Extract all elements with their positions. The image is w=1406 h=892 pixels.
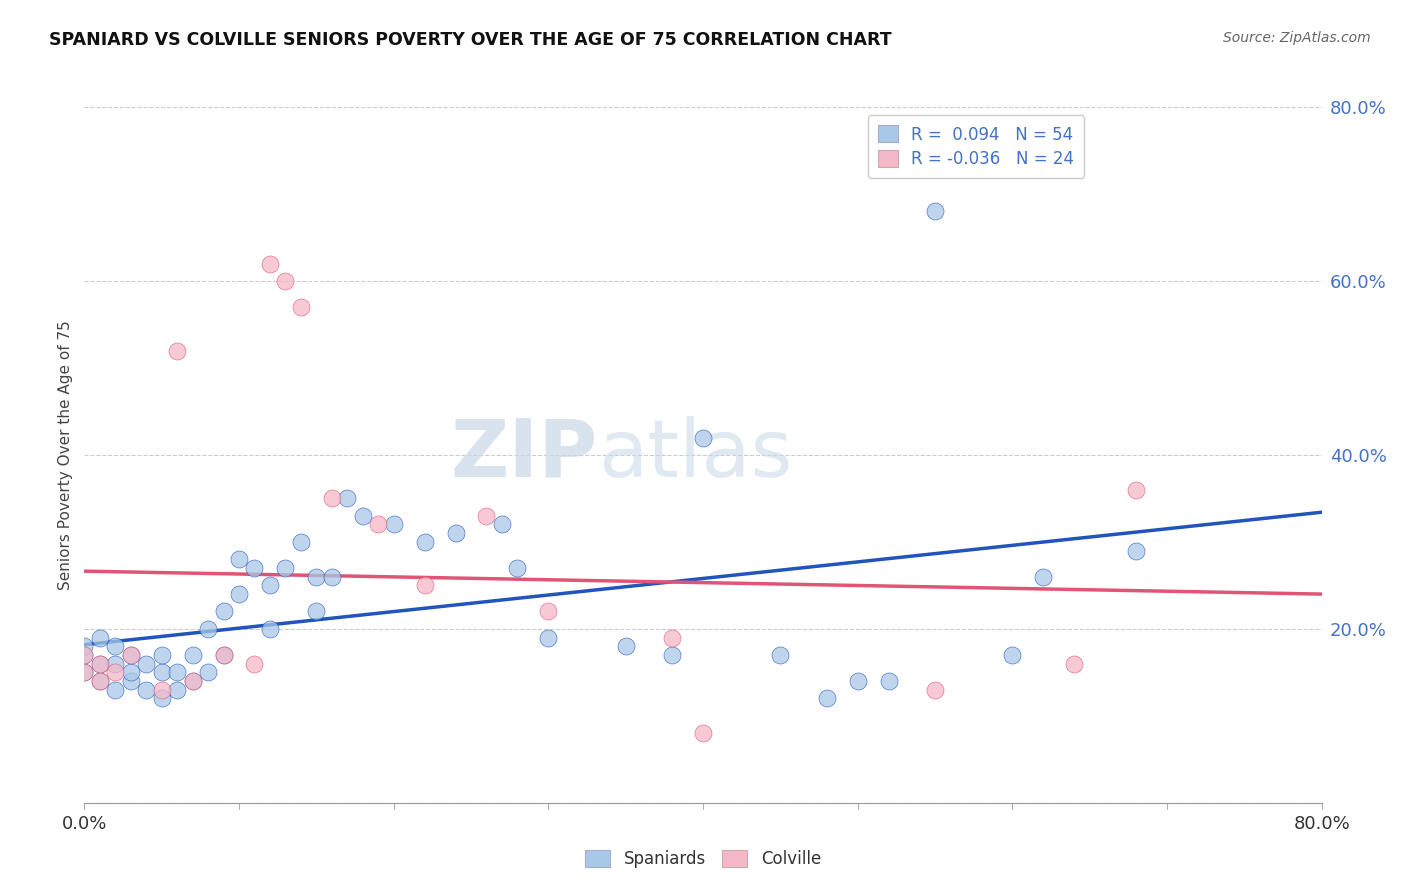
- Point: [475, 508, 498, 523]
- Point: [73, 648, 96, 662]
- Point: [321, 570, 343, 584]
- Point: [150, 665, 173, 680]
- Point: [924, 682, 946, 697]
- Point: [537, 631, 560, 645]
- Legend: Spaniards, Colville: Spaniards, Colville: [578, 843, 828, 875]
- Point: [197, 665, 219, 680]
- Point: [1125, 483, 1147, 497]
- Point: [120, 674, 142, 689]
- Point: [89, 657, 111, 671]
- Point: [181, 648, 204, 662]
- Point: [104, 665, 127, 680]
- Point: [1125, 543, 1147, 558]
- Point: [104, 682, 127, 697]
- Point: [382, 517, 405, 532]
- Point: [73, 639, 96, 653]
- Text: atlas: atlas: [598, 416, 792, 494]
- Point: [89, 657, 111, 671]
- Point: [274, 561, 297, 575]
- Legend: R =  0.094   N = 54, R = -0.036   N = 24: R = 0.094 N = 54, R = -0.036 N = 24: [868, 115, 1084, 178]
- Point: [212, 648, 235, 662]
- Point: [413, 534, 436, 549]
- Point: [150, 648, 173, 662]
- Point: [290, 534, 312, 549]
- Point: [305, 570, 328, 584]
- Point: [661, 648, 683, 662]
- Point: [259, 622, 281, 636]
- Point: [259, 578, 281, 592]
- Point: [367, 517, 389, 532]
- Point: [614, 639, 637, 653]
- Point: [73, 665, 96, 680]
- Point: [815, 691, 838, 706]
- Point: [243, 657, 266, 671]
- Point: [352, 508, 374, 523]
- Point: [1032, 570, 1054, 584]
- Point: [181, 674, 204, 689]
- Point: [135, 682, 157, 697]
- Point: [769, 648, 792, 662]
- Point: [444, 526, 467, 541]
- Point: [413, 578, 436, 592]
- Point: [104, 657, 127, 671]
- Point: [166, 682, 188, 697]
- Point: [181, 674, 204, 689]
- Point: [135, 657, 157, 671]
- Point: [166, 665, 188, 680]
- Point: [274, 274, 297, 288]
- Point: [89, 631, 111, 645]
- Point: [305, 605, 328, 619]
- Point: [197, 622, 219, 636]
- Point: [1001, 648, 1024, 662]
- Point: [1063, 657, 1085, 671]
- Point: [877, 674, 900, 689]
- Point: [491, 517, 513, 532]
- Point: [924, 204, 946, 219]
- Point: [228, 552, 250, 566]
- Point: [537, 605, 560, 619]
- Text: SPANIARD VS COLVILLE SENIORS POVERTY OVER THE AGE OF 75 CORRELATION CHART: SPANIARD VS COLVILLE SENIORS POVERTY OVE…: [49, 31, 891, 49]
- Text: ZIP: ZIP: [450, 416, 598, 494]
- Point: [89, 674, 111, 689]
- Text: Source: ZipAtlas.com: Source: ZipAtlas.com: [1223, 31, 1371, 45]
- Point: [243, 561, 266, 575]
- Point: [166, 343, 188, 358]
- Point: [120, 648, 142, 662]
- Point: [150, 691, 173, 706]
- Point: [661, 631, 683, 645]
- Point: [290, 300, 312, 314]
- Point: [212, 648, 235, 662]
- Point: [692, 726, 714, 740]
- Y-axis label: Seniors Poverty Over the Age of 75: Seniors Poverty Over the Age of 75: [58, 320, 73, 590]
- Point: [846, 674, 869, 689]
- Point: [120, 665, 142, 680]
- Point: [212, 605, 235, 619]
- Point: [150, 682, 173, 697]
- Point: [228, 587, 250, 601]
- Point: [259, 256, 281, 270]
- Point: [73, 665, 96, 680]
- Point: [506, 561, 529, 575]
- Point: [336, 491, 359, 506]
- Point: [73, 648, 96, 662]
- Point: [321, 491, 343, 506]
- Point: [120, 648, 142, 662]
- Point: [104, 639, 127, 653]
- Point: [692, 431, 714, 445]
- Point: [89, 674, 111, 689]
